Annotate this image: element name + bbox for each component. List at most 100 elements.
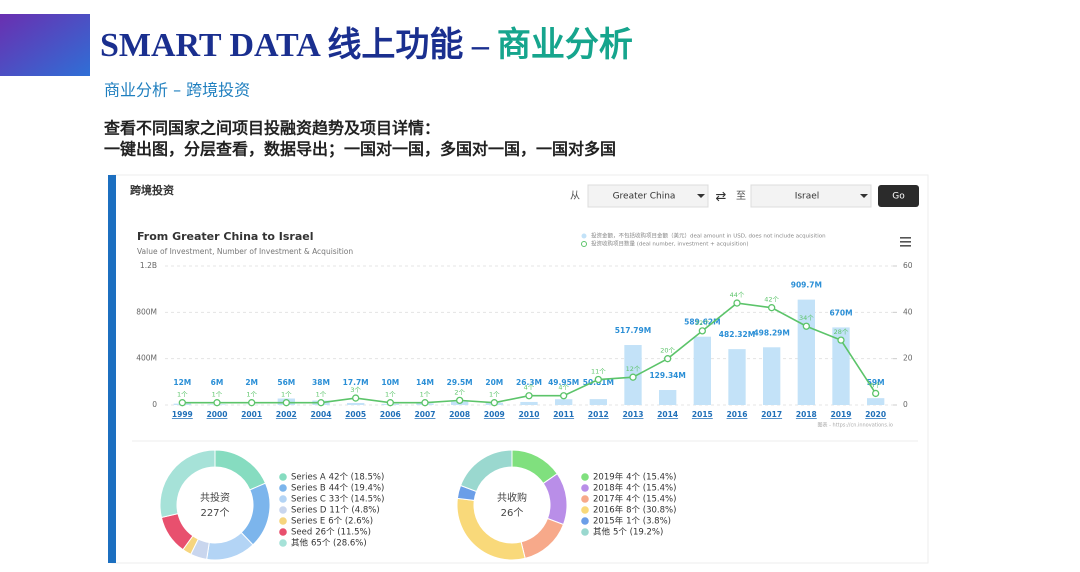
legend-label: Seed (291, 528, 312, 538)
panel (111, 174, 929, 564)
line-value-label: 34个 (799, 314, 814, 322)
line-value-label: 3个 (350, 386, 361, 394)
legend-label: Series E (291, 517, 325, 527)
x-tick-label: 2004 (311, 410, 332, 419)
legend-value: 4个 (15.4%) (626, 495, 676, 505)
bar (693, 336, 711, 405)
line-value-label: 1个 (281, 391, 292, 399)
bar-value-label: 909.7M (791, 281, 822, 290)
line-point (456, 396, 464, 405)
donut-total: 26个 (501, 507, 524, 519)
legend-marker (279, 506, 287, 514)
x-tick-label: 2012 (588, 410, 609, 419)
legend-label: Series A (291, 473, 326, 483)
go-button-label[interactable]: Go (892, 192, 905, 202)
line-point (525, 392, 533, 400)
legend-label: 投资收购项目数量 (deal number, investment + acqu… (591, 240, 749, 248)
line-point (386, 399, 394, 407)
x-tick-label: 2005 (345, 410, 366, 419)
line-value-label: 11个 (591, 368, 606, 376)
bar-value-label: 17.7M (343, 378, 369, 387)
bar (867, 398, 885, 405)
bar-value-label: 59M (867, 378, 885, 387)
line-value-label: 1个 (489, 391, 500, 399)
line-point (733, 299, 741, 307)
bar-value-label: 14M (416, 378, 434, 387)
line-point (629, 373, 637, 381)
legend-value: 6个 (2.6%) (328, 517, 373, 527)
legend-value: 65个 (28.6%) (311, 539, 367, 549)
line-value-label: 4个 (558, 384, 569, 392)
bar (728, 349, 746, 405)
bar-value-label: 49.95M (548, 378, 579, 387)
line-point (282, 399, 290, 407)
bar-value-label: 20M (485, 378, 503, 387)
menu-bar[interactable] (900, 245, 911, 247)
legend-value: 42个 (18.5%) (329, 473, 385, 483)
line-value-label: 20个 (660, 347, 675, 355)
donut-slice (459, 449, 513, 493)
bar-value-label: 2M (245, 378, 258, 387)
panel-title: 跨境投资 (130, 183, 174, 197)
bar-value-label: 129.34M (649, 371, 685, 380)
legend-label: Series C (291, 495, 326, 505)
legend-value: 4个 (15.4%) (626, 473, 676, 483)
select-value[interactable]: Greater China (613, 192, 676, 202)
line-point (490, 399, 498, 407)
x-tick-label: 2019 (831, 410, 852, 419)
bar-value-label: 56M (277, 378, 295, 387)
y2-tick-label: 40 (903, 307, 913, 316)
line-value-label: 12个 (626, 365, 641, 373)
select-value[interactable]: Israel (795, 192, 820, 202)
select-box[interactable] (750, 184, 872, 208)
x-tick-label: 2007 (415, 410, 436, 419)
donut-slice (159, 449, 216, 519)
menu-icon[interactable] (900, 237, 911, 247)
line-point (248, 399, 256, 407)
line-point (698, 327, 706, 335)
line-value-label: 1个 (385, 391, 396, 399)
legend-marker (581, 241, 587, 247)
panel-accent (108, 175, 116, 563)
description: 一键出图，分层查看，数据导出；一国对一国，多国对一国，一国对多国 (104, 140, 616, 159)
y-tick-label: 800M (136, 307, 157, 316)
legend-marker (279, 495, 287, 503)
legend-marker (581, 506, 589, 514)
bar-value-label: 6M (211, 378, 224, 387)
x-tick-label: 2017 (761, 410, 782, 419)
line-point (664, 355, 672, 363)
legend-marker (581, 473, 589, 481)
legend-marker (581, 495, 589, 503)
x-tick-label: 2002 (276, 410, 297, 419)
select-box[interactable] (587, 184, 709, 208)
swap-icon[interactable]: ⇄ (716, 190, 727, 205)
donut-center-label: 共收购 (497, 491, 527, 504)
x-tick-label: 2011 (553, 410, 574, 419)
x-tick-label: 2006 (380, 410, 401, 419)
x-tick-label: 2000 (207, 410, 228, 419)
line-point (352, 394, 360, 402)
bar-value-label: 589.62M (684, 318, 720, 327)
y-tick-label: 400M (136, 354, 157, 363)
menu-bar[interactable] (900, 241, 911, 243)
from-select[interactable]: Greater China (587, 184, 709, 208)
bar (659, 390, 677, 405)
chart-subtitle: Value of Investment, Number of Investmen… (137, 247, 353, 256)
to-select[interactable]: Israel (750, 184, 872, 208)
line-point (872, 389, 880, 398)
legend-label: 2018年 (593, 483, 624, 494)
line-value-label: 1个 (177, 391, 188, 399)
donut-total: 227个 (200, 507, 229, 519)
chart-title: From Greater China to Israel (137, 230, 314, 243)
line-value-label: 28个 (834, 328, 849, 336)
menu-bar[interactable] (900, 237, 911, 239)
to-label: 至 (736, 190, 746, 202)
x-tick-label: 2010 (519, 410, 540, 419)
go-button[interactable] (878, 185, 919, 207)
bar-value-label: 12M (173, 378, 191, 387)
legend-marker (279, 539, 287, 547)
legend-label: 2016年 (593, 505, 624, 516)
description: 查看不同国家之间项目投融资趋势及项目详情： (104, 119, 440, 138)
legend-value: 4个 (15.4%) (626, 484, 676, 494)
x-tick-label: 2001 (241, 410, 262, 419)
